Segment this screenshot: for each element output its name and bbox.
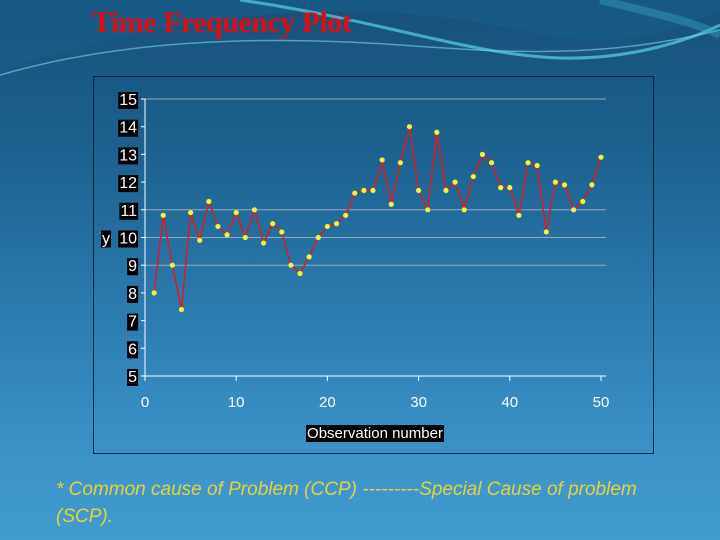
y-tick-label: 6: [127, 341, 139, 359]
data-point-marker: [306, 254, 312, 260]
x-tick-label: 20: [319, 394, 336, 411]
data-point-marker: [425, 207, 431, 213]
data-point-marker: [270, 221, 276, 227]
svg-text:8: 8: [128, 286, 137, 303]
y-tick-label: 10: [118, 230, 139, 248]
data-point-marker: [297, 270, 303, 277]
data-line: [153, 126, 602, 310]
svg-text:5: 5: [128, 369, 137, 386]
data-point-marker: [233, 209, 239, 216]
x-tick-label: 40: [501, 394, 518, 411]
y-tick-label: 12: [118, 175, 139, 193]
data-point-marker: [169, 262, 175, 268]
data-point-marker: [552, 179, 558, 185]
data-point-marker: [388, 201, 394, 207]
data-point-marker: [434, 129, 440, 135]
line-chart: 5 6 7 8 9 10 11 12 13 14 15 0 10 20 30 40 50 y Observation…: [93, 76, 654, 454]
data-point-marker: [206, 198, 212, 205]
data-point-marker: [288, 262, 294, 268]
data-point-marker: [580, 198, 586, 205]
svg-text:11: 11: [120, 203, 137, 220]
svg-text:10: 10: [119, 231, 137, 248]
data-point-marker: [488, 160, 495, 166]
y-tick-label: 13: [118, 147, 139, 165]
data-point-marker: [343, 212, 349, 218]
data-point-marker: [324, 223, 330, 230]
x-tick-label: 30: [410, 394, 427, 411]
svg-text:14: 14: [119, 120, 137, 137]
svg-text:13: 13: [119, 147, 137, 164]
y-tick-label: 8: [127, 285, 139, 303]
data-point-marker: [379, 157, 385, 163]
data-point-marker: [361, 187, 367, 194]
data-point-marker: [406, 124, 413, 130]
data-point-marker: [333, 221, 340, 227]
x-tick-label: 10: [228, 394, 245, 411]
svg-text:7: 7: [128, 314, 137, 331]
footnote-text: * Common cause of Problem (CCP) --------…: [56, 479, 637, 527]
chart-canvas: 5 6 7 8 9 10 11 12 13 14 15 0 10 20 30 40 50 y Observation…: [101, 92, 610, 442]
data-point-marker: [452, 179, 458, 185]
data-point-marker: [370, 187, 376, 194]
svg-text:y: y: [102, 231, 110, 248]
data-point-marker: [188, 209, 194, 216]
data-point-marker: [525, 160, 531, 166]
x-axis-title: Observation number: [306, 425, 444, 442]
data-point-marker: [151, 290, 157, 296]
data-point-marker: [516, 212, 522, 218]
y-tick-label: 11: [119, 202, 139, 220]
data-point-marker: [315, 234, 321, 241]
y-tick-label: 15: [118, 92, 139, 109]
data-point-marker: [352, 190, 358, 196]
data-point-marker: [543, 229, 549, 235]
data-point-marker: [251, 207, 258, 213]
data-point-marker: [260, 240, 267, 246]
data-point-marker: [571, 207, 577, 213]
y-axis-title: y: [101, 230, 111, 248]
svg-text:12: 12: [119, 175, 137, 192]
data-point-marker: [589, 182, 595, 188]
x-tick-label: 0: [141, 394, 149, 411]
svg-text:9: 9: [128, 258, 137, 275]
data-point-marker: [279, 229, 285, 235]
data-point-marker: [498, 185, 504, 191]
svg-text:6: 6: [128, 341, 137, 358]
svg-text:Observation number: Observation number: [307, 425, 443, 442]
data-point-marker: [416, 187, 422, 194]
y-tick-label: 7: [127, 313, 139, 331]
x-tick-label: 50: [593, 394, 610, 411]
data-point-marker: [397, 160, 403, 166]
y-tick-label: 5: [127, 369, 139, 386]
data-point-marker: [561, 182, 568, 188]
svg-text:15: 15: [119, 92, 137, 109]
data-point-marker: [598, 154, 604, 160]
data-point-marker: [197, 237, 203, 243]
data-point-marker: [178, 306, 185, 313]
data-point-marker: [215, 223, 221, 230]
slide-title: Time Frequency Plot: [92, 6, 352, 39]
data-point-marker: [534, 162, 540, 169]
data-point-marker: [461, 207, 467, 213]
y-tick-label: 9: [127, 258, 139, 276]
y-tick-label: 14: [118, 119, 139, 137]
data-point-marker: [242, 234, 248, 241]
data-point-marker: [160, 212, 166, 218]
data-point-marker: [479, 151, 486, 157]
data-point-marker: [224, 232, 230, 238]
data-point-marker: [443, 187, 449, 194]
data-point-marker: [470, 173, 476, 180]
data-point-marker: [507, 185, 513, 191]
decorative-swoosh: [0, 0, 720, 76]
